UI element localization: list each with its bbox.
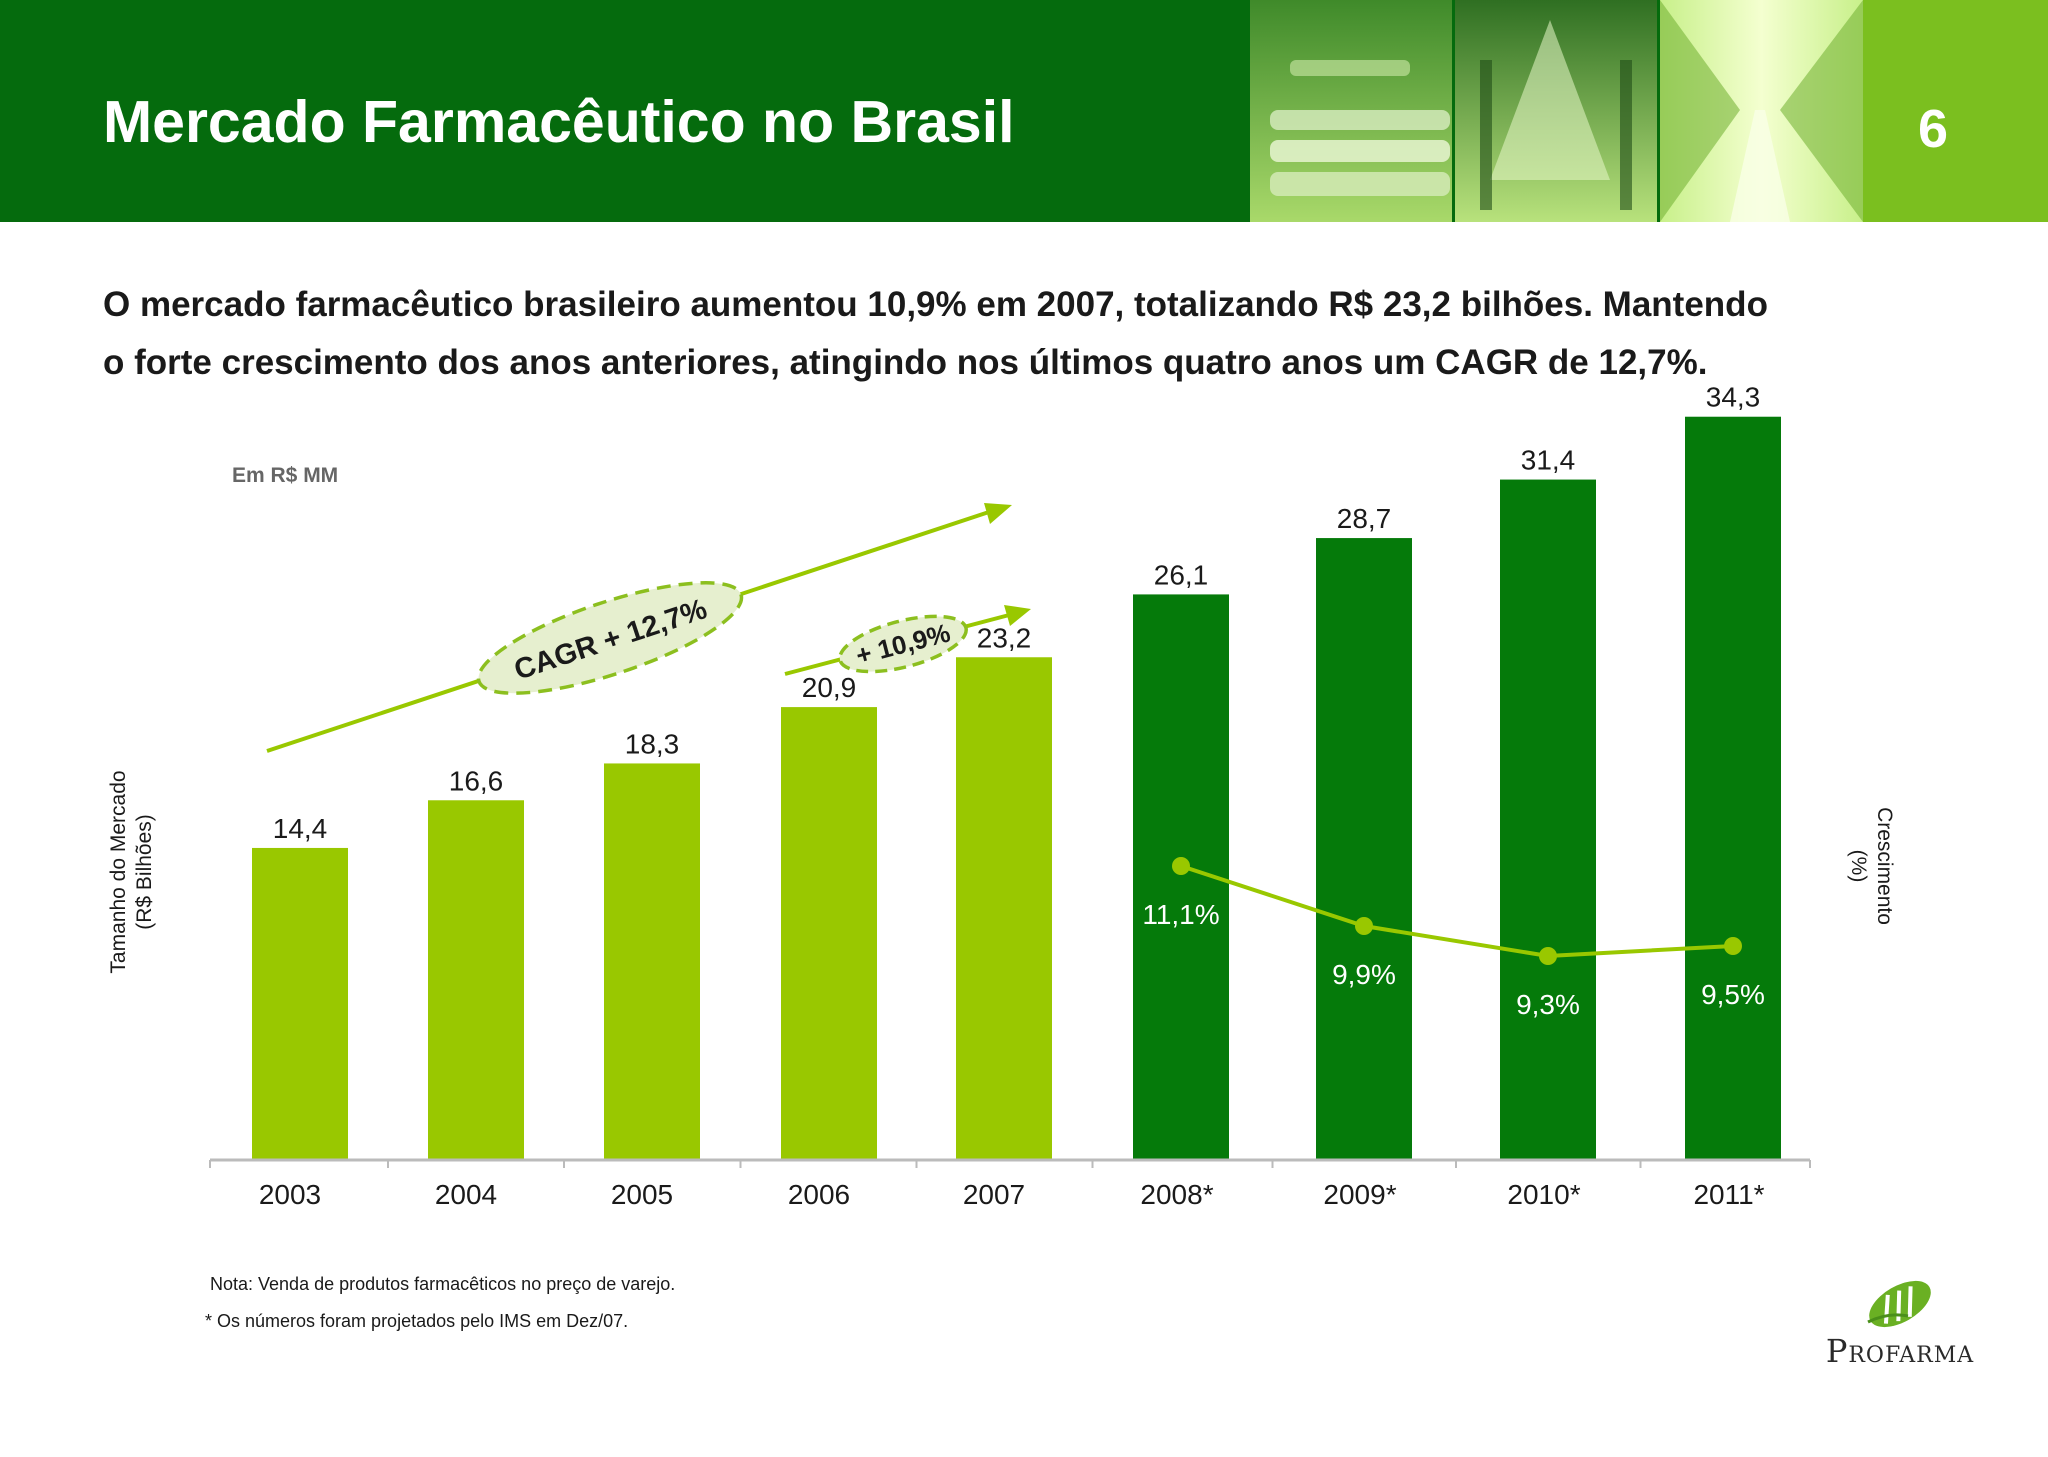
bar-2009 bbox=[1316, 538, 1412, 1160]
header-photo-strip bbox=[1250, 0, 1863, 222]
page-title: Mercado Farmacêutico no Brasil bbox=[103, 89, 1015, 155]
bar-2005 bbox=[604, 763, 700, 1160]
x-tick-label: 2005 bbox=[611, 1179, 673, 1210]
y-axis-label-line2: (R$ Bilhões) bbox=[133, 814, 156, 930]
x-tick-label: 2003 bbox=[259, 1179, 321, 1210]
bar-2007 bbox=[956, 657, 1052, 1160]
page-number-tile: 6 bbox=[1863, 0, 2048, 222]
profarma-logo: Profarma bbox=[1810, 1270, 1990, 1370]
bar-2004 bbox=[428, 800, 524, 1160]
growth-line bbox=[1180, 864, 1734, 959]
cagr-annotation: CAGR + 12,7% bbox=[266, 503, 1012, 753]
unit-note: Em R$ MM bbox=[232, 464, 338, 487]
growth-point bbox=[1355, 917, 1373, 935]
y-axis-label-line1: Tamanho do Mercado bbox=[107, 770, 130, 973]
x-tick-label: 2009* bbox=[1323, 1179, 1396, 1210]
bar-value-label: 26,1 bbox=[1154, 559, 1209, 590]
growth-point bbox=[1172, 857, 1190, 875]
x-tick-label: 2010* bbox=[1507, 1179, 1580, 1210]
bar-value-label: 18,3 bbox=[625, 728, 680, 759]
bar-2003 bbox=[252, 847, 348, 1160]
x-tick-label: 2004 bbox=[435, 1179, 497, 1210]
sorting-machine-photo bbox=[1455, 0, 1657, 222]
warehouse-shelves-photo bbox=[1660, 0, 1863, 222]
bar-2011 bbox=[1685, 416, 1781, 1160]
summary-line-2: o forte crescimento dos anos anteriores,… bbox=[103, 343, 1708, 382]
x-tick-label: 2008* bbox=[1140, 1179, 1213, 1210]
cagr-badge bbox=[476, 581, 744, 695]
x-axis: 2003 2004 2005 2006 2007 2008* 2009* 2010* 2011* bbox=[209, 1158, 1811, 1210]
y2-axis-label: Crescimento (%) bbox=[1847, 807, 1896, 925]
bar-value-label: 23,2 bbox=[977, 622, 1032, 653]
bar-value-label: 28,7 bbox=[1337, 503, 1392, 534]
growth-value-label: 11,1% bbox=[1142, 899, 1219, 930]
growth-point bbox=[1724, 937, 1742, 955]
bar-value-label: 16,6 bbox=[449, 765, 504, 796]
y2-axis-label-line1: Crescimento bbox=[1873, 807, 1896, 925]
bar-2010 bbox=[1500, 479, 1596, 1160]
x-tick-label: 2011* bbox=[1693, 1179, 1764, 1210]
yoy-annotation: + 10,9% bbox=[784, 605, 1031, 676]
x-tick-label: 2007 bbox=[963, 1179, 1025, 1210]
summary-text: O mercado farmacêutico brasileiro aument… bbox=[103, 276, 1923, 392]
bar-value-label: 14,4 bbox=[273, 813, 328, 844]
bars-layer: 14,4 16,6 18,3 20,9 23,2 26,1 28,7 31,4 34,3 bbox=[252, 382, 1781, 1160]
growth-value-label: 9,3% bbox=[1516, 989, 1580, 1020]
logo-wordmark: Profarma bbox=[1825, 1332, 1975, 1370]
note-retail-price: Nota: Venda de produtos farmacêticos no … bbox=[210, 1274, 676, 1294]
bar-value-label: 34,3 bbox=[1706, 382, 1761, 413]
growth-value-label: 9,5% bbox=[1701, 979, 1765, 1010]
leaf-logo-icon bbox=[1867, 1280, 1931, 1328]
page-number: 6 bbox=[1917, 99, 1949, 159]
growth-value-label: 9,9% bbox=[1332, 959, 1396, 990]
summary-line-1: O mercado farmacêutico brasileiro aument… bbox=[103, 285, 1768, 324]
bar-value-label: 31,4 bbox=[1521, 445, 1576, 476]
yoy-arrow-head-icon bbox=[1004, 605, 1031, 626]
growth-point bbox=[1539, 947, 1557, 965]
y2-axis-label-line2: (%) bbox=[1847, 850, 1870, 883]
bar-value-label: 20,9 bbox=[802, 672, 857, 703]
bar-2006 bbox=[781, 707, 877, 1160]
x-tick-label: 2006 bbox=[788, 1179, 850, 1210]
growth-line-layer: 11,1% 9,9% 9,3% 9,5% bbox=[1142, 857, 1765, 1020]
y-axis-label: Tamanho do Mercado (R$ Bilhões) bbox=[107, 770, 156, 973]
cagr-arrow-head-icon bbox=[984, 503, 1012, 524]
note-ims-projection: * Os números foram projetados pelo IMS e… bbox=[205, 1311, 629, 1331]
yoy-badge bbox=[838, 614, 968, 674]
conveyor-photo bbox=[1250, 0, 1452, 222]
